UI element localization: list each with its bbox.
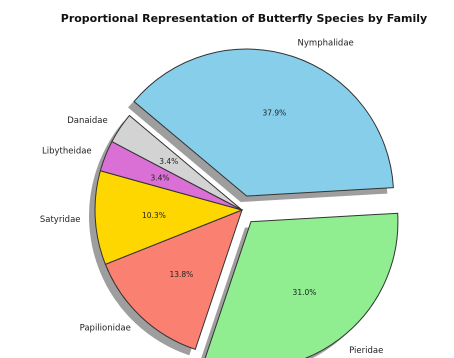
pie-slices xyxy=(94,48,399,358)
pie-slice-nymphalidae xyxy=(133,48,394,197)
category-label-papilionidae: Papilionidae xyxy=(80,323,131,333)
pct-label-nymphalidae: 37.9% xyxy=(262,108,286,117)
pie-slice-danaidae xyxy=(111,114,243,211)
pie-slice-satyridae xyxy=(94,170,244,265)
category-label-danaidae: Danaidae xyxy=(67,116,108,126)
pct-label-satyridae: 10.3% xyxy=(142,211,166,220)
pct-label-danaidae: 3.4% xyxy=(159,157,178,166)
pie-slice-pieridae xyxy=(204,212,399,358)
pct-label-papilionidae: 13.8% xyxy=(169,270,193,279)
pct-label-libytheidae: 3.4% xyxy=(150,174,169,183)
percentage-labels: 37.9% 31.0% 13.8% 10.3% 3.4% 3.4% xyxy=(142,108,316,296)
category-label-pieridae: Pieridae xyxy=(349,346,383,356)
category-label-satyridae: Satyridae xyxy=(40,215,81,225)
pct-label-pieridae: 31.0% xyxy=(293,288,317,297)
pie-slice-papilionidae xyxy=(104,209,243,351)
chart-title: Proportional Representation of Butterfly… xyxy=(61,12,427,25)
category-label-libytheidae: Libytheidae xyxy=(42,146,92,156)
category-label-nymphalidae: Nymphalidae xyxy=(298,39,354,49)
category-labels: Nymphalidae Pieridae Papilionidae Satyridae… xyxy=(40,39,383,357)
